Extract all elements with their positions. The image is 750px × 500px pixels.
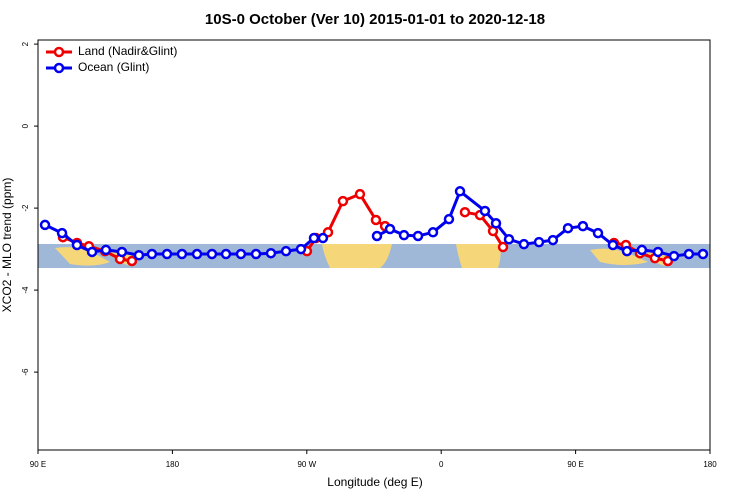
data-point <box>295 243 307 255</box>
data-point <box>562 222 574 234</box>
data-point <box>39 219 51 231</box>
data-point <box>547 234 559 246</box>
data-point <box>133 250 145 261</box>
x-tick-label: 90 E <box>567 460 583 469</box>
y-axis-label: XCO2 - MLO trend (ppm) <box>0 178 14 313</box>
data-point <box>280 245 292 257</box>
x-tick-label: 0 <box>439 460 444 469</box>
data-point <box>146 248 158 260</box>
y-tick-label: -6 <box>21 368 30 376</box>
data-point <box>176 248 188 260</box>
data-point <box>459 206 471 218</box>
y-tick-label: -4 <box>21 286 30 294</box>
data-point <box>443 213 455 225</box>
data-point <box>308 232 320 244</box>
x-tick-label: 180 <box>703 460 717 469</box>
data-point <box>317 232 329 244</box>
data-point <box>518 238 530 250</box>
data-point <box>412 230 424 242</box>
legend-marker <box>53 46 65 58</box>
data-point <box>100 244 112 256</box>
legend-marker <box>53 62 65 74</box>
x-tick-label: 180 <box>166 460 180 469</box>
legend-label: Land (Nadir&Glint) <box>78 44 177 58</box>
data-point <box>621 245 633 257</box>
data-point <box>371 230 383 242</box>
data-point <box>220 248 232 260</box>
data-point <box>490 218 502 229</box>
data-point <box>370 214 382 226</box>
data-point <box>607 239 619 251</box>
data-point <box>577 220 589 232</box>
data-point <box>398 229 410 241</box>
data-point <box>161 248 173 260</box>
data-point <box>56 227 68 239</box>
data-point <box>697 248 709 260</box>
data-point <box>497 241 509 253</box>
data-point <box>668 250 680 262</box>
data-point <box>126 255 138 267</box>
data-point <box>116 246 128 258</box>
data-point <box>235 248 247 260</box>
data-point <box>191 248 203 260</box>
data-point <box>86 246 98 258</box>
data-point <box>636 244 648 256</box>
data-point <box>454 186 466 197</box>
y-tick-label: 2 <box>21 41 30 46</box>
data-point <box>71 239 83 251</box>
data-point <box>533 236 545 248</box>
chart-title: 10S-0 October (Ver 10) 2015-01-01 to 202… <box>205 11 545 28</box>
data-point <box>354 188 366 200</box>
x-tick-label: 90 E <box>30 460 46 469</box>
data-point <box>265 247 277 259</box>
x-tick-label: 90 W <box>297 460 316 469</box>
plot-frame <box>37 39 711 451</box>
data-point <box>384 223 396 235</box>
data-point <box>250 248 262 260</box>
data-point <box>683 248 695 260</box>
y-tick-label: 0 <box>21 123 30 128</box>
data-point <box>337 195 349 207</box>
data-point <box>592 227 604 239</box>
data-point <box>652 246 664 258</box>
data-point <box>427 227 439 238</box>
data-point <box>479 205 491 217</box>
legend-label: Ocean (Glint) <box>78 60 149 74</box>
y-tick-label: -2 <box>21 204 30 212</box>
data-point <box>206 248 218 260</box>
data-point <box>503 234 515 245</box>
x-axis-label: Longitude (deg E) <box>327 475 422 489</box>
